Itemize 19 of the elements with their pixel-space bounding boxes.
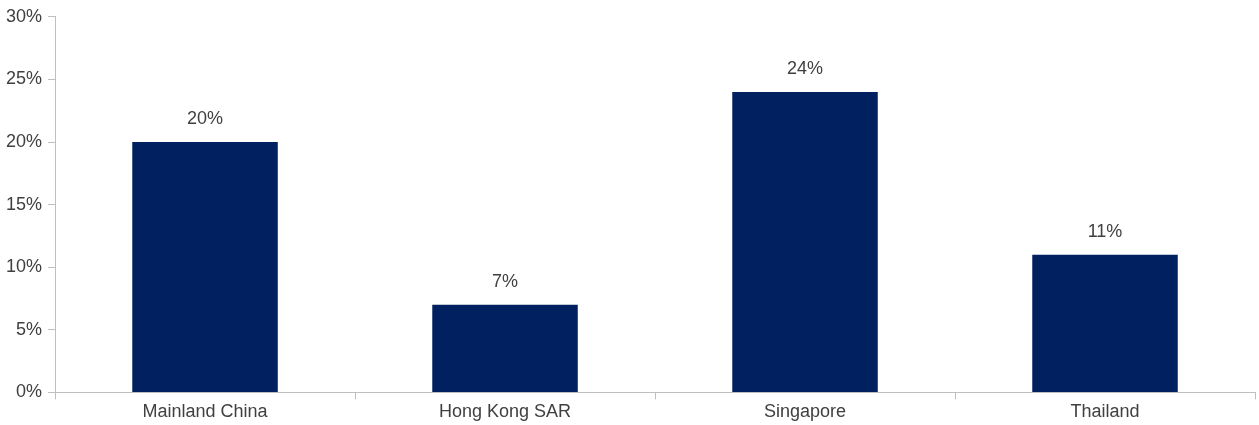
x-tick-label: Mainland China: [142, 401, 269, 422]
bar: [132, 142, 278, 392]
data-label: 24%: [786, 57, 824, 78]
y-tick-label: 0%: [16, 381, 43, 402]
bar: [432, 304, 578, 392]
data-label: 7%: [492, 270, 519, 291]
x-tick-label: Thailand: [1070, 401, 1140, 422]
data-label: 11%: [1087, 220, 1123, 241]
x-tick-label: Hong Kong SAR: [438, 401, 572, 422]
data-label: 20%: [187, 107, 224, 128]
y-tick-label: 30%: [6, 5, 43, 26]
x-tick-label: Singapore: [763, 401, 847, 422]
bar: [1032, 254, 1178, 392]
y-tick-label: 10%: [6, 256, 43, 277]
y-tick-label: 5%: [16, 318, 43, 339]
y-tick-label: 25%: [6, 68, 43, 89]
y-tick-label: 20%: [6, 130, 43, 151]
y-tick-label: 15%: [6, 193, 43, 214]
bar: [732, 91, 878, 392]
